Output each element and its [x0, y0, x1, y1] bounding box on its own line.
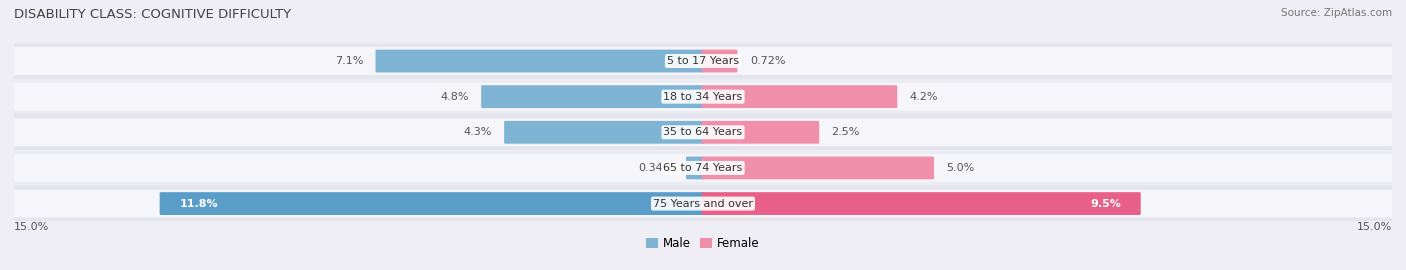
FancyBboxPatch shape: [702, 157, 934, 179]
Legend: Male, Female: Male, Female: [641, 232, 765, 255]
FancyBboxPatch shape: [686, 157, 704, 179]
FancyBboxPatch shape: [13, 154, 1393, 182]
Text: 5.0%: 5.0%: [946, 163, 974, 173]
FancyBboxPatch shape: [13, 190, 1393, 217]
FancyBboxPatch shape: [13, 83, 1393, 110]
Text: 35 to 64 Years: 35 to 64 Years: [664, 127, 742, 137]
Bar: [14, 186, 1392, 221]
Bar: [14, 150, 1392, 186]
Text: 0.72%: 0.72%: [749, 56, 786, 66]
FancyBboxPatch shape: [481, 85, 704, 108]
Text: 65 to 74 Years: 65 to 74 Years: [664, 163, 742, 173]
Text: 4.3%: 4.3%: [464, 127, 492, 137]
FancyBboxPatch shape: [13, 47, 1393, 75]
Text: 4.2%: 4.2%: [910, 92, 938, 102]
Text: 4.8%: 4.8%: [440, 92, 468, 102]
Text: 9.5%: 9.5%: [1090, 198, 1121, 209]
Text: 75 Years and over: 75 Years and over: [652, 198, 754, 209]
FancyBboxPatch shape: [702, 85, 897, 108]
Text: DISABILITY CLASS: COGNITIVE DIFFICULTY: DISABILITY CLASS: COGNITIVE DIFFICULTY: [14, 8, 291, 21]
FancyBboxPatch shape: [702, 50, 738, 72]
FancyBboxPatch shape: [505, 121, 704, 144]
FancyBboxPatch shape: [375, 50, 704, 72]
FancyBboxPatch shape: [702, 121, 820, 144]
Text: 15.0%: 15.0%: [1357, 222, 1392, 232]
Text: 5 to 17 Years: 5 to 17 Years: [666, 56, 740, 66]
Bar: [14, 79, 1392, 114]
Text: 7.1%: 7.1%: [335, 56, 363, 66]
Bar: [14, 114, 1392, 150]
Text: 18 to 34 Years: 18 to 34 Years: [664, 92, 742, 102]
FancyBboxPatch shape: [160, 192, 704, 215]
Text: 0.34%: 0.34%: [638, 163, 673, 173]
Bar: [14, 43, 1392, 79]
Text: 2.5%: 2.5%: [831, 127, 860, 137]
Text: Source: ZipAtlas.com: Source: ZipAtlas.com: [1281, 8, 1392, 18]
Text: 15.0%: 15.0%: [14, 222, 49, 232]
FancyBboxPatch shape: [702, 192, 1140, 215]
Text: 11.8%: 11.8%: [180, 198, 218, 209]
FancyBboxPatch shape: [13, 119, 1393, 146]
